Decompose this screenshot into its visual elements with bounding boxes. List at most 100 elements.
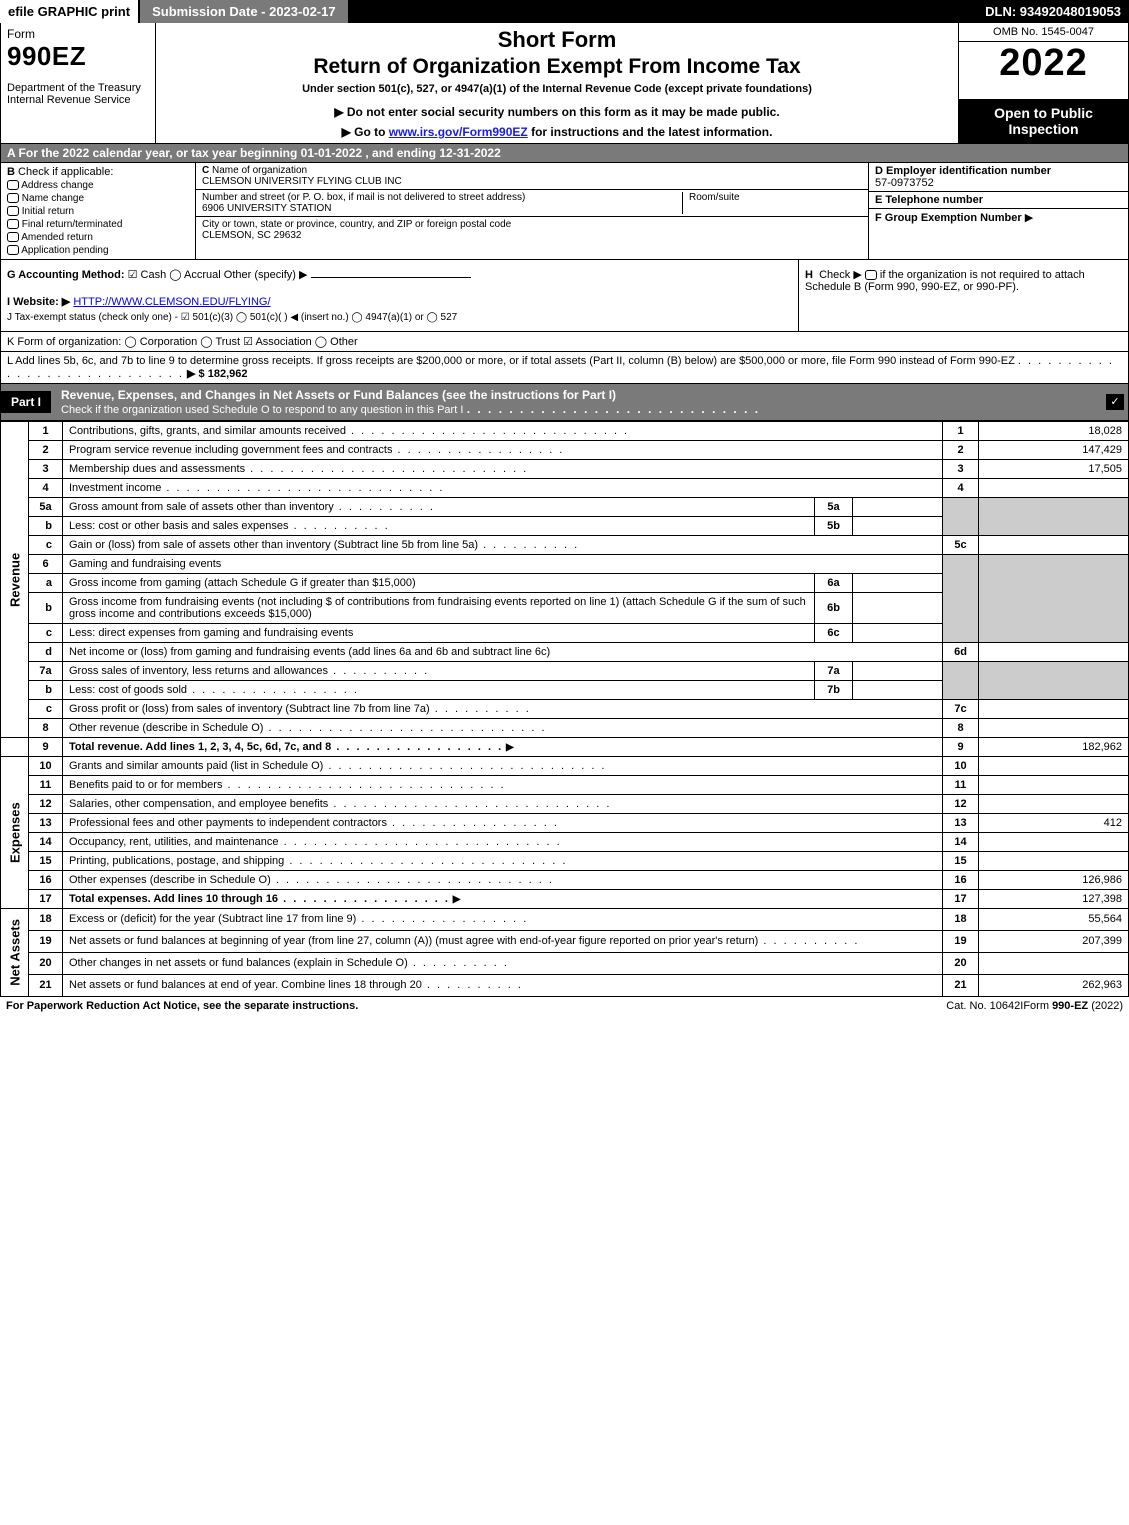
line-15: 15 Printing, publications, postage, and …: [1, 852, 1129, 871]
b-text: Check if applicable:: [18, 166, 113, 178]
chk-initial-return[interactable]: Initial return: [7, 206, 189, 217]
omb-number: OMB No. 1545-0047: [959, 23, 1128, 42]
g-label: G Accounting Method:: [7, 269, 125, 281]
chk-application-pending[interactable]: Application pending: [7, 245, 189, 256]
header-center: Short Form Return of Organization Exempt…: [156, 23, 958, 143]
form-number: 990EZ: [7, 41, 149, 72]
line-1: Revenue 1 Contributions, gifts, grants, …: [1, 422, 1129, 441]
h-label: H: [805, 269, 813, 281]
part-1-subtitle: Check if the organization used Schedule …: [61, 404, 463, 416]
arrow-icon: ▶: [1025, 212, 1033, 224]
line-8: 8 Other revenue (describe in Schedule O)…: [1, 719, 1129, 738]
schedule-o-checkmark: ✓: [1106, 394, 1124, 410]
line-17: 17 Total expenses. Add lines 10 through …: [1, 890, 1129, 909]
header-left: Form 990EZ Department of the Treasury In…: [1, 23, 156, 143]
line-3: 3 Membership dues and assessments 3 17,5…: [1, 460, 1129, 479]
line-13: 13 Professional fees and other payments …: [1, 814, 1129, 833]
line-20: 20 Other changes in net assets or fund b…: [1, 952, 1129, 974]
room-suite: Room/suite: [682, 192, 862, 214]
addr-label: Number and street (or P. O. box, if mail…: [202, 192, 525, 203]
form-header: Form 990EZ Department of the Treasury In…: [0, 23, 1129, 144]
ein-label: D Employer identification number: [875, 165, 1051, 177]
col-c-org-info: C Name of organization CLEMSON UNIVERSIT…: [196, 163, 868, 259]
short-form-title: Short Form: [166, 27, 948, 53]
chk-accrual[interactable]: ◯ Accrual: [169, 269, 220, 281]
goto-note: ▶ Go to www.irs.gov/Form990EZ for instru…: [166, 125, 948, 139]
line-12: 12 Salaries, other compensation, and emp…: [1, 795, 1129, 814]
line-6: 6 Gaming and fundraising events: [1, 555, 1129, 574]
line-14: 14 Occupancy, rent, utilities, and maint…: [1, 833, 1129, 852]
return-subtitle: Under section 501(c), 527, or 4947(a)(1)…: [166, 83, 948, 95]
name-label: Name of organization: [212, 165, 307, 176]
chk-final-return[interactable]: Final return/terminated: [7, 219, 189, 230]
row-k-org-form: K Form of organization: ◯ Corporation ◯ …: [0, 332, 1129, 352]
col-b-checkboxes: B Check if applicable: Address change Na…: [1, 163, 196, 259]
chk-schedule-b[interactable]: [865, 270, 877, 280]
org-address: 6906 UNIVERSITY STATION: [202, 203, 331, 214]
part-1-title: Revenue, Expenses, and Changes in Net As…: [61, 388, 616, 402]
line-10: Expenses 10 Grants and similar amounts p…: [1, 757, 1129, 776]
form-ref: Form 990-EZ (2022): [1023, 1000, 1123, 1012]
chk-address-change[interactable]: Address change: [7, 180, 189, 191]
chk-amended-return[interactable]: Amended return: [7, 232, 189, 243]
line-4: 4 Investment income 4: [1, 479, 1129, 498]
submission-date: Submission Date - 2023-02-17: [140, 0, 350, 23]
i-label: I Website: ▶: [7, 296, 70, 308]
phone-label: E Telephone number: [875, 194, 983, 206]
chk-name-change[interactable]: Name change: [7, 193, 189, 204]
ein-value: 57-0973752: [875, 177, 934, 189]
revenue-sidelabel: Revenue: [1, 422, 29, 738]
line-6d: d Net income or (loss) from gaming and f…: [1, 643, 1129, 662]
row-gh: G Accounting Method: ☑ Cash ◯ Accrual Ot…: [0, 260, 1129, 332]
b-label: B: [7, 166, 15, 178]
line-5c: c Gain or (loss) from sale of assets oth…: [1, 536, 1129, 555]
line-11: 11 Benefits paid to or for members 11: [1, 776, 1129, 795]
h-check-pre: Check ▶: [819, 269, 862, 281]
website-link[interactable]: HTTP://WWW.CLEMSON.EDU/FLYING/: [73, 296, 270, 308]
line-21: 21 Net assets or fund balances at end of…: [1, 974, 1129, 996]
return-title: Return of Organization Exempt From Incom…: [166, 55, 948, 79]
line-19: 19 Net assets or fund balances at beginn…: [1, 930, 1129, 952]
header-right: OMB No. 1545-0047 2022 Open to Public In…: [958, 23, 1128, 143]
form-word: Form: [7, 27, 149, 41]
top-bar: efile GRAPHIC print Submission Date - 20…: [0, 0, 1129, 23]
section-bcdef: B Check if applicable: Address change Na…: [0, 163, 1129, 260]
part-1-label: Part I: [1, 391, 51, 413]
irs-link[interactable]: www.irs.gov/Form990EZ: [389, 125, 528, 139]
efile-print-button[interactable]: efile GRAPHIC print: [0, 0, 140, 23]
chk-other-method[interactable]: Other (specify) ▶: [224, 269, 308, 281]
c-label: C: [202, 165, 209, 176]
expenses-sidelabel: Expenses: [1, 757, 29, 909]
tax-year: 2022: [959, 42, 1128, 85]
ssn-warning: ▶ Do not enter social security numbers o…: [166, 105, 948, 119]
paperwork-notice: For Paperwork Reduction Act Notice, see …: [6, 1000, 746, 1012]
cat-no: Cat. No. 10642I: [946, 1000, 1023, 1012]
city-label: City or town, state or province, country…: [202, 219, 511, 230]
group-exempt-label: F Group Exemption Number: [875, 212, 1022, 224]
row-l-text: L Add lines 5b, 6c, and 7b to line 9 to …: [7, 355, 1015, 367]
line-2: 2 Program service revenue including gove…: [1, 441, 1129, 460]
row-a-tax-year: A For the 2022 calendar year, or tax yea…: [0, 144, 1129, 163]
org-name: CLEMSON UNIVERSITY FLYING CLUB INC: [202, 176, 402, 187]
line-9: 9 Total revenue. Add lines 1, 2, 3, 4, 5…: [1, 738, 1129, 757]
row-l-amount: ▶ $ 182,962: [187, 368, 247, 380]
col-def: D Employer identification number 57-0973…: [868, 163, 1128, 259]
line-7c: c Gross profit or (loss) from sales of i…: [1, 700, 1129, 719]
goto-post: for instructions and the latest informat…: [528, 125, 773, 139]
part-1-table: Revenue 1 Contributions, gifts, grants, …: [0, 421, 1129, 997]
line-16: 16 Other expenses (describe in Schedule …: [1, 871, 1129, 890]
open-inspection-badge: Open to Public Inspection: [959, 99, 1128, 143]
page-footer: For Paperwork Reduction Act Notice, see …: [0, 997, 1129, 1015]
row-j-tax-status: J Tax-exempt status (check only one) - ☑…: [7, 312, 792, 323]
row-l-gross-receipts: L Add lines 5b, 6c, and 7b to line 9 to …: [0, 352, 1129, 384]
line-18: Net Assets 18 Excess or (deficit) for th…: [1, 909, 1129, 931]
line-7a: 7a Gross sales of inventory, less return…: [1, 662, 1129, 681]
org-city: CLEMSON, SC 29632: [202, 230, 302, 241]
line-5a: 5a Gross amount from sale of assets othe…: [1, 498, 1129, 517]
part-1-header: Part I Revenue, Expenses, and Changes in…: [0, 384, 1129, 421]
netassets-sidelabel: Net Assets: [1, 909, 29, 997]
dln-label: DLN: 93492048019053: [977, 0, 1129, 23]
goto-pre: ▶ Go to: [342, 125, 389, 139]
department-label: Department of the Treasury Internal Reve…: [7, 82, 149, 106]
chk-cash[interactable]: ☑ Cash: [128, 269, 167, 281]
